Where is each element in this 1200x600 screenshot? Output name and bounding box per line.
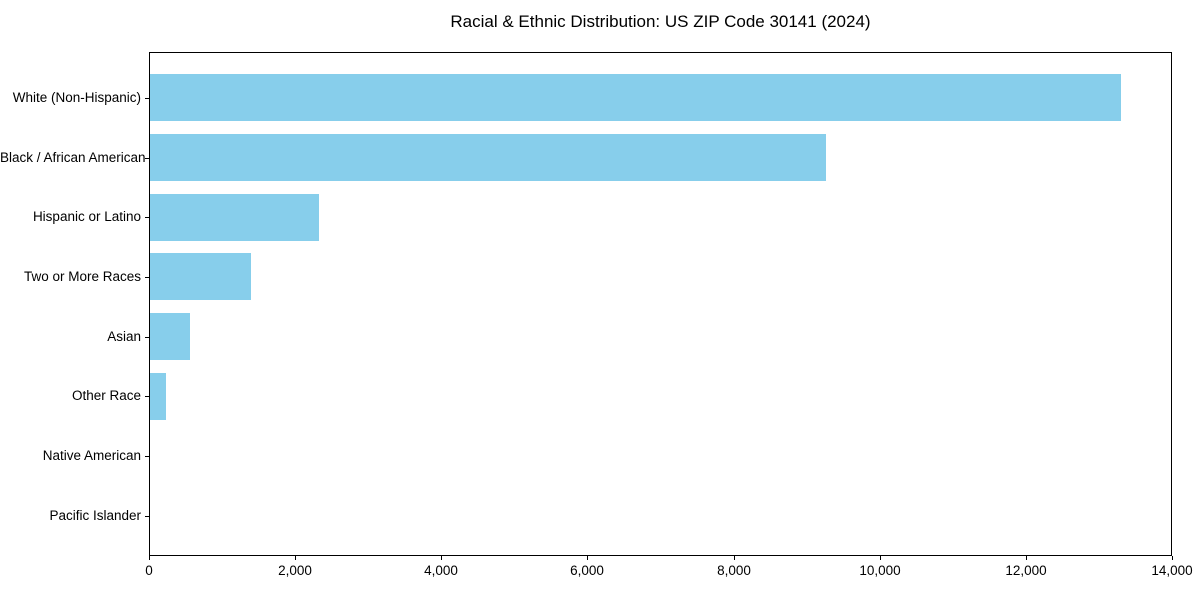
y-axis-label: White (Non-Hispanic) (12, 90, 141, 105)
x-axis-label: 4,000 (424, 563, 458, 578)
x-axis-tick (880, 556, 881, 560)
y-axis-tick (145, 516, 149, 517)
y-axis-label: Asian (107, 329, 141, 344)
y-axis-tick (145, 337, 149, 338)
bar-asian (150, 313, 190, 361)
y-axis-tick (145, 396, 149, 397)
bar-black-african-american (150, 134, 826, 182)
x-axis-tick (587, 556, 588, 560)
x-axis-label: 12,000 (1005, 563, 1047, 578)
y-axis-tick (145, 277, 149, 278)
plot-area (149, 52, 1172, 556)
x-axis-tick (295, 556, 296, 560)
y-axis-label: Black / African American (0, 150, 146, 165)
y-axis-label: Other Race (71, 388, 141, 403)
x-axis-label: 10,000 (859, 563, 901, 578)
bar-other-race (150, 372, 166, 420)
bar-two-or-more-races (150, 253, 251, 301)
y-axis-label: Native American (42, 448, 141, 463)
x-axis-label: 14,000 (1151, 563, 1193, 578)
x-axis-label: 6,000 (570, 563, 604, 578)
x-axis-tick (1172, 556, 1173, 560)
x-axis-label: 2,000 (278, 563, 312, 578)
chart-title: Racial & Ethnic Distribution: US ZIP Cod… (450, 12, 871, 31)
y-axis-tick (145, 456, 149, 457)
x-axis-label: 8,000 (717, 563, 751, 578)
bar-white-non-hispanic (150, 74, 1121, 122)
x-axis-tick (734, 556, 735, 560)
bar-hispanic-or-latino (150, 193, 319, 241)
y-axis-label: Two or More Races (23, 269, 141, 284)
y-axis-tick (145, 158, 149, 159)
x-axis-label: 0 (145, 563, 153, 578)
y-axis-tick (145, 217, 149, 218)
x-axis-tick (441, 556, 442, 560)
x-axis-tick (149, 556, 150, 560)
x-axis-tick (1026, 556, 1027, 560)
y-axis-tick (145, 98, 149, 99)
y-axis-label: Hispanic or Latino (32, 209, 141, 224)
y-axis-label: Pacific Islander (49, 508, 141, 523)
